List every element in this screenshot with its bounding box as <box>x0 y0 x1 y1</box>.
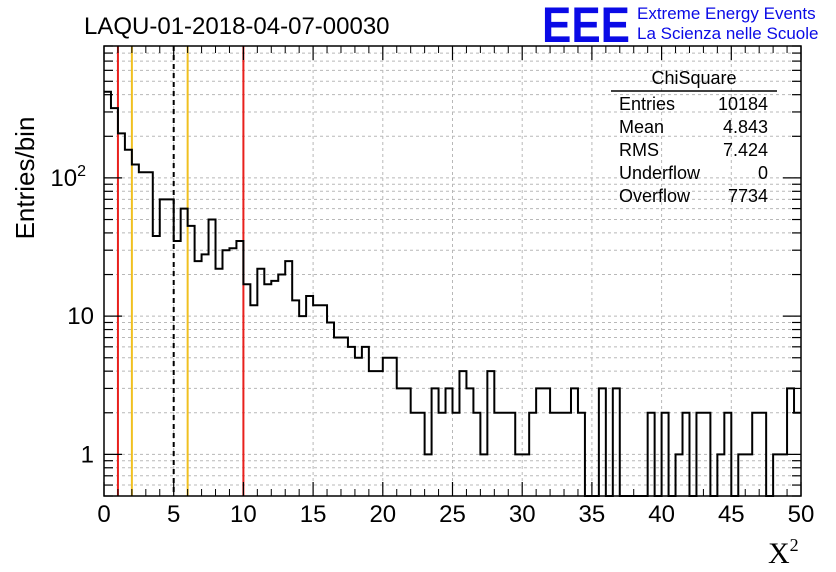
stats-label-rms: RMS <box>619 140 659 160</box>
x-tick-label: 5 <box>167 501 180 528</box>
x-tick-label: 40 <box>648 501 675 528</box>
x-tick-label: 15 <box>300 501 327 528</box>
x-tick-label: 20 <box>369 501 396 528</box>
eee-logo-mark: EEE <box>542 0 630 53</box>
stats-value-mean: 4.843 <box>723 117 768 137</box>
stats-value-overflow: 7734 <box>728 186 768 206</box>
chart-title: LAQU-01-2018-04-07-00030 <box>84 13 390 40</box>
stats-title: ChiSquare <box>651 68 736 88</box>
stats-label-underflow: Underflow <box>619 163 701 183</box>
eee-logo: EEE Extreme Energy Events La Scienza nel… <box>542 0 818 53</box>
stats-value-underflow: 0 <box>758 163 768 183</box>
y-axis-label: Entries/bin <box>10 117 40 240</box>
y-tick-label: 10 <box>67 303 94 330</box>
y-tick-label: 102 <box>50 163 86 192</box>
x-tick-label: 50 <box>788 501 815 528</box>
histogram-bins <box>104 90 801 497</box>
stats-label-entries: Entries <box>619 94 675 114</box>
stats-label-mean: Mean <box>619 117 664 137</box>
y-tick-label: 1 <box>81 441 94 468</box>
x-tick-label: 45 <box>718 501 745 528</box>
x-axis-label: X2 <box>768 535 799 570</box>
reference-lines <box>116 46 245 496</box>
x-axis-label-superscript: 2 <box>790 535 799 555</box>
x-tick-label: 30 <box>509 501 536 528</box>
x-tick-label: 10 <box>230 501 257 528</box>
histogram <box>104 90 801 497</box>
x-tick-label: 25 <box>439 501 466 528</box>
axis-ticks <box>103 45 802 497</box>
x-tick-label: 35 <box>579 501 606 528</box>
axis-tick-labels: 0 5 10 15 20 25 30 35 40 45 50 1 10 102 <box>50 163 814 528</box>
x-tick-label: 0 <box>97 501 110 528</box>
stats-value-rms: 7.424 <box>723 140 768 160</box>
stats-box: ChiSquare Entries 10184 Mean 4.843 RMS 7… <box>611 68 777 206</box>
stats-value-entries: 10184 <box>718 94 768 114</box>
stats-label-overflow: Overflow <box>619 186 691 206</box>
logo-line-2: La Scienza nelle Scuole <box>637 24 818 43</box>
logo-line-1: Extreme Energy Events <box>637 4 816 23</box>
